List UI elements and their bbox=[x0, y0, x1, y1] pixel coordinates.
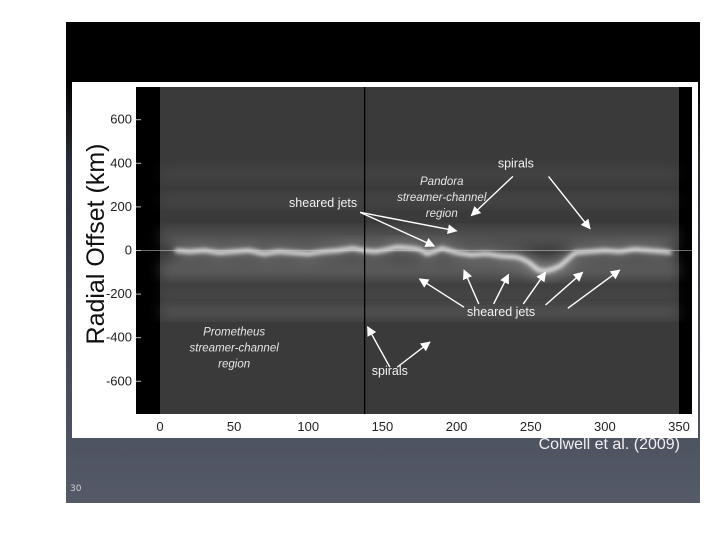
chart: 0 50 100 150 200 250 300 350 600 400 200 0 -200 -400 -… bbox=[82, 87, 692, 434]
y-tick-label: 400 bbox=[110, 155, 132, 170]
y-axis-label: Radial Offset (km) bbox=[82, 144, 110, 345]
x-tick-label: 0 bbox=[156, 419, 163, 434]
annotation-prometheus: Prometheus bbox=[203, 327, 265, 339]
citation: Colwell et al. (2009) bbox=[538, 436, 680, 453]
y-tick-label: 600 bbox=[110, 112, 132, 127]
annotation-arrow-2 bbox=[360, 211, 458, 235]
y-tick-label: 0 bbox=[125, 243, 132, 258]
x-tick-label: 150 bbox=[372, 419, 394, 434]
slide-number: 30 bbox=[70, 484, 82, 494]
annotation-arrow-3 bbox=[359, 211, 436, 247]
background-streak-4 bbox=[160, 195, 679, 206]
x-tick-label: 300 bbox=[594, 419, 616, 434]
y-tick-label: -400 bbox=[106, 330, 132, 345]
figure-panel: 0 50 100 150 200 250 300 350 600 400 200 0 -200 -400 -… bbox=[72, 82, 698, 438]
background-streak-3 bbox=[160, 262, 679, 279]
annotation-prometheus: region bbox=[218, 359, 250, 371]
annotation-arrow-4 bbox=[418, 278, 465, 308]
x-tick-label: 100 bbox=[297, 419, 319, 434]
ring-core-line bbox=[174, 245, 672, 273]
annotation-arrow-7 bbox=[522, 271, 547, 305]
annotation-pandora: Pandora bbox=[420, 176, 463, 188]
annotation-pandora: streamer-channel bbox=[397, 192, 487, 204]
annotation-prometheus: streamer-channel bbox=[190, 343, 280, 355]
background-streak-2 bbox=[160, 230, 679, 245]
background-streak-0 bbox=[160, 306, 679, 317]
x-tick-label: 50 bbox=[227, 419, 241, 434]
y-tick-label: -200 bbox=[106, 286, 132, 301]
annotation-arrow-11 bbox=[396, 341, 431, 368]
annotation-arrow-6 bbox=[493, 273, 510, 305]
slide-background: 0 50 100 150 200 250 300 350 600 400 200 0 -200 -400 -… bbox=[66, 22, 700, 503]
background-streak-1 bbox=[160, 290, 679, 299]
x-tick-label: 200 bbox=[446, 419, 468, 434]
y-tick-label: -600 bbox=[106, 373, 132, 388]
annotation-spirals-bottom: spirals bbox=[372, 364, 408, 378]
x-tick-label: 250 bbox=[520, 419, 542, 434]
annotation-arrow-1 bbox=[547, 175, 591, 230]
annotation-arrow-9 bbox=[567, 269, 621, 309]
annotation-spirals-top: spirals bbox=[498, 157, 534, 171]
x-tick-label: 350 bbox=[668, 419, 690, 434]
annotation-pandora: region bbox=[426, 208, 458, 220]
annotation-arrow-0 bbox=[470, 175, 514, 217]
annotation-sheared-jets-top: sheared jets bbox=[289, 196, 357, 210]
annotation-arrow-8 bbox=[545, 271, 584, 306]
annotation-sheared-jets-bottom: sheared jets bbox=[467, 305, 535, 319]
annotation-arrow-5 bbox=[463, 269, 480, 305]
annotation-arrow-10 bbox=[366, 325, 391, 368]
y-tick-label: 200 bbox=[110, 199, 132, 214]
